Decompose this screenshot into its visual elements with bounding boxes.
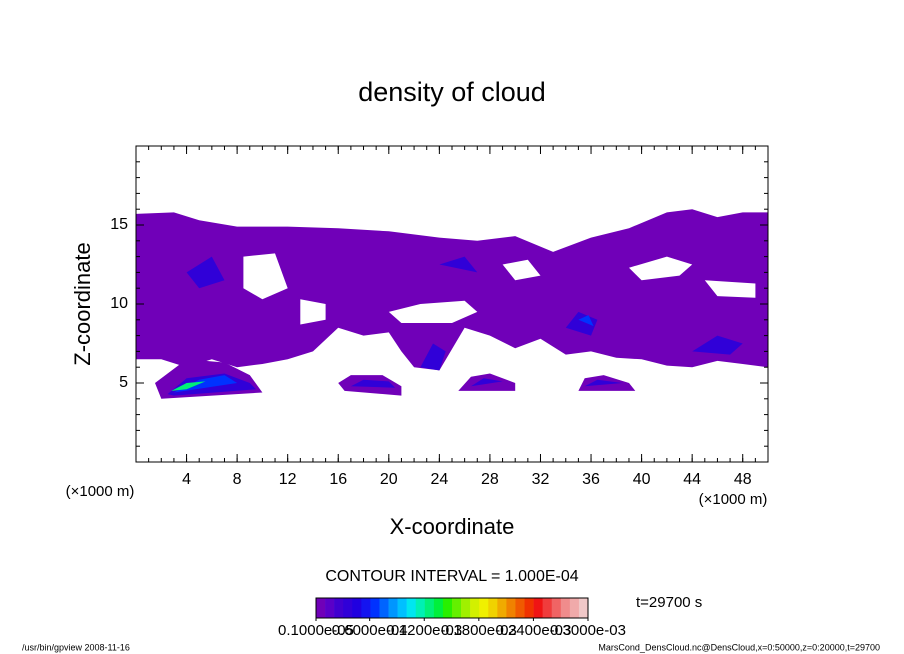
colorbar-segment [388, 598, 398, 618]
colorbar-segment [442, 598, 453, 618]
footer-left: /usr/bin/gpview 2008-11-16 [22, 642, 130, 652]
cloud-region [578, 315, 594, 327]
colorbar-segment [569, 598, 580, 618]
colorbar-tick-label: 0.1800e-03 [441, 622, 517, 639]
colorbar-segment [497, 598, 507, 618]
time-label: t=29700 s [636, 594, 702, 611]
colorbar-segment [379, 598, 389, 618]
y-axis-label: Z-coordinate [70, 242, 95, 366]
colorbar-tick-label: 0.3000e-03 [550, 622, 626, 639]
colorbar-segment [533, 598, 543, 618]
colorbar-segment [560, 598, 571, 618]
y-tick-label: 15 [110, 216, 128, 233]
colorbar-segment [524, 598, 534, 618]
colorbar-segment [470, 598, 480, 618]
footer-right: MarsCond_DensCloud.nc@DensCloud,x=0:5000… [598, 642, 880, 652]
cloud-region [692, 335, 743, 355]
cloud-region [439, 256, 478, 273]
colorbar-tick-label: 0.1000e-05 [278, 622, 354, 639]
cloud-region [420, 343, 446, 371]
y-tick-label: 10 [110, 295, 128, 312]
x-tick-label: 24 [430, 471, 448, 488]
colorbar-segment [361, 598, 371, 618]
x-tick-label: 8 [233, 471, 242, 488]
colorbar-segment [452, 598, 462, 618]
cloud-gap [388, 300, 478, 323]
colorbar-segment [352, 598, 362, 618]
colorbar-segment [461, 598, 471, 618]
colorbar-segment [316, 598, 326, 618]
cloud-region [173, 375, 238, 393]
colorbar-segment [542, 598, 553, 618]
colorbar-segment [334, 598, 344, 618]
cloud-gap [629, 256, 693, 281]
colorbar-segment [406, 598, 417, 618]
colorbar-segment [343, 598, 353, 618]
x-axis-label: X-coordinate [390, 514, 515, 539]
colorbar-segment [370, 598, 380, 618]
x-tick-label: 4 [182, 471, 191, 488]
cloud-region [186, 256, 225, 289]
colorbar-tick-label: 0.1200e-03 [386, 622, 462, 639]
cloud-gap [502, 259, 541, 281]
cloud-region [171, 381, 206, 391]
x-tick-label: 16 [329, 471, 347, 488]
cloud-region [584, 379, 623, 387]
x-tick-label: 48 [734, 471, 752, 488]
colorbar-segment [424, 598, 435, 618]
colorbar-segment [515, 598, 525, 618]
colorbar-frame [315, 597, 589, 619]
colorbar-segment [488, 598, 498, 618]
cloud-gap [704, 280, 756, 298]
cloud-gap [243, 253, 288, 300]
contour-interval: CONTOUR INTERVAL = 1.000E-04 [325, 568, 578, 585]
colorbar-segment [479, 598, 489, 618]
x-tick-label: 36 [582, 471, 600, 488]
x-tick-label: 28 [481, 471, 499, 488]
colorbar-tick-label: 0.2400e-03 [495, 622, 571, 639]
x-tick-label: 44 [683, 471, 701, 488]
x-tick-label: 12 [279, 471, 297, 488]
colorbar-segment [415, 598, 426, 618]
y-unit: (×1000 m) [66, 483, 135, 500]
colorbar-tick-label: 0.6000e-04 [332, 622, 408, 639]
x-tick-label: 40 [633, 471, 651, 488]
colorbar-segment [433, 598, 444, 618]
x-tick-label: 32 [532, 471, 550, 488]
colorbar-segment [578, 598, 589, 618]
y-tick-label: 5 [119, 374, 128, 391]
cloud-region [471, 378, 503, 387]
cloud-region [350, 379, 396, 388]
x-tick-label: 20 [380, 471, 398, 488]
colorbar-segment [325, 598, 335, 618]
x-unit: (×1000 m) [699, 491, 768, 508]
cloud-gap [300, 299, 326, 325]
chart-title: density of cloud [358, 77, 546, 107]
colorbar-segment [397, 598, 407, 618]
colorbar-segment [506, 598, 516, 618]
cloud-region [136, 209, 768, 371]
colorbar-segment [551, 598, 562, 618]
